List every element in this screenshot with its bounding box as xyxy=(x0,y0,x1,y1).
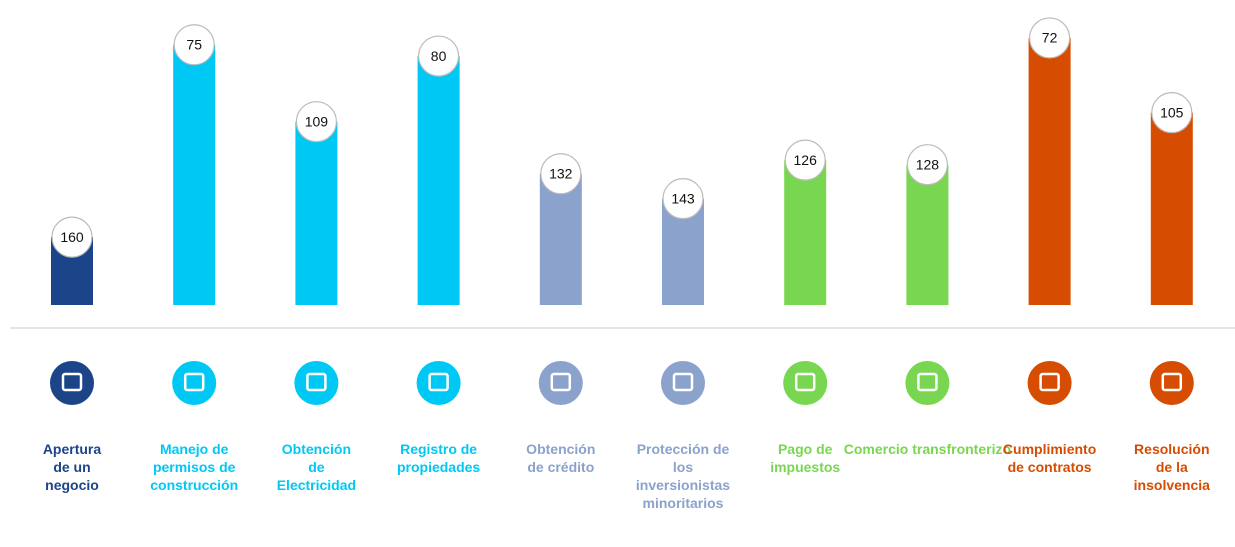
value-badge xyxy=(418,35,460,77)
value-badge xyxy=(1151,92,1193,134)
icon-glyph xyxy=(917,372,938,392)
icon-glyph xyxy=(61,372,83,392)
bar xyxy=(539,173,582,305)
bar xyxy=(1150,112,1193,305)
value-badge xyxy=(1028,17,1071,59)
category-label: Registro de propiedades xyxy=(396,441,481,475)
category-label: Apertura de un negocio xyxy=(42,441,102,493)
bar xyxy=(1028,37,1071,306)
value-badge xyxy=(51,216,93,258)
value-label: 126 xyxy=(794,152,818,168)
category-label: Pago de impuestos xyxy=(770,441,841,475)
category-icon xyxy=(905,361,950,405)
value-label: 143 xyxy=(671,190,695,206)
value-label: 80 xyxy=(431,48,447,64)
value-label: 132 xyxy=(549,165,573,181)
bar xyxy=(295,121,338,306)
category-icon xyxy=(538,361,583,405)
icon-glyph xyxy=(183,372,205,392)
value-badge xyxy=(662,178,704,220)
category-icon xyxy=(1027,361,1072,405)
category-label: Cumplimiento de contratos xyxy=(1002,441,1097,475)
category-label: Resolución de la insolvencia xyxy=(1133,441,1210,493)
category-icon xyxy=(172,361,217,405)
category-icon xyxy=(416,361,461,405)
icon-glyph xyxy=(1039,372,1060,392)
value-label: 105 xyxy=(1160,104,1184,120)
category-label: Protección de los inversionistas minorit… xyxy=(635,441,731,511)
icon-glyph xyxy=(550,372,572,392)
value-badge xyxy=(540,153,582,195)
bar xyxy=(784,160,827,305)
category-icon xyxy=(294,361,339,405)
icon-glyph xyxy=(794,372,816,392)
value-badge xyxy=(784,139,826,181)
category-label: Obtención de Electricidad xyxy=(276,441,357,493)
icon-glyph xyxy=(1161,372,1183,392)
value-badge xyxy=(295,101,337,143)
category-icon xyxy=(783,361,828,405)
bar xyxy=(417,56,460,306)
category-label: Obtención de crédito xyxy=(526,441,596,475)
value-label: 109 xyxy=(305,113,329,129)
icon-glyph xyxy=(306,372,327,392)
value-badge xyxy=(173,24,215,66)
category-label: Comercio transfronterizo xyxy=(843,441,1012,457)
value-label: 72 xyxy=(1042,30,1058,46)
bar xyxy=(173,44,216,305)
value-label: 160 xyxy=(60,229,84,245)
icon-glyph xyxy=(672,372,694,392)
category-label: Manejo de permisos de construcción xyxy=(150,441,239,493)
category-icon xyxy=(1149,361,1194,405)
bar xyxy=(906,164,949,305)
icon-glyph xyxy=(428,372,449,392)
value-label: 75 xyxy=(186,36,202,52)
category-icon xyxy=(50,361,94,405)
category-icon xyxy=(661,361,705,405)
value-label: 128 xyxy=(916,156,940,172)
value-badge xyxy=(906,144,949,186)
